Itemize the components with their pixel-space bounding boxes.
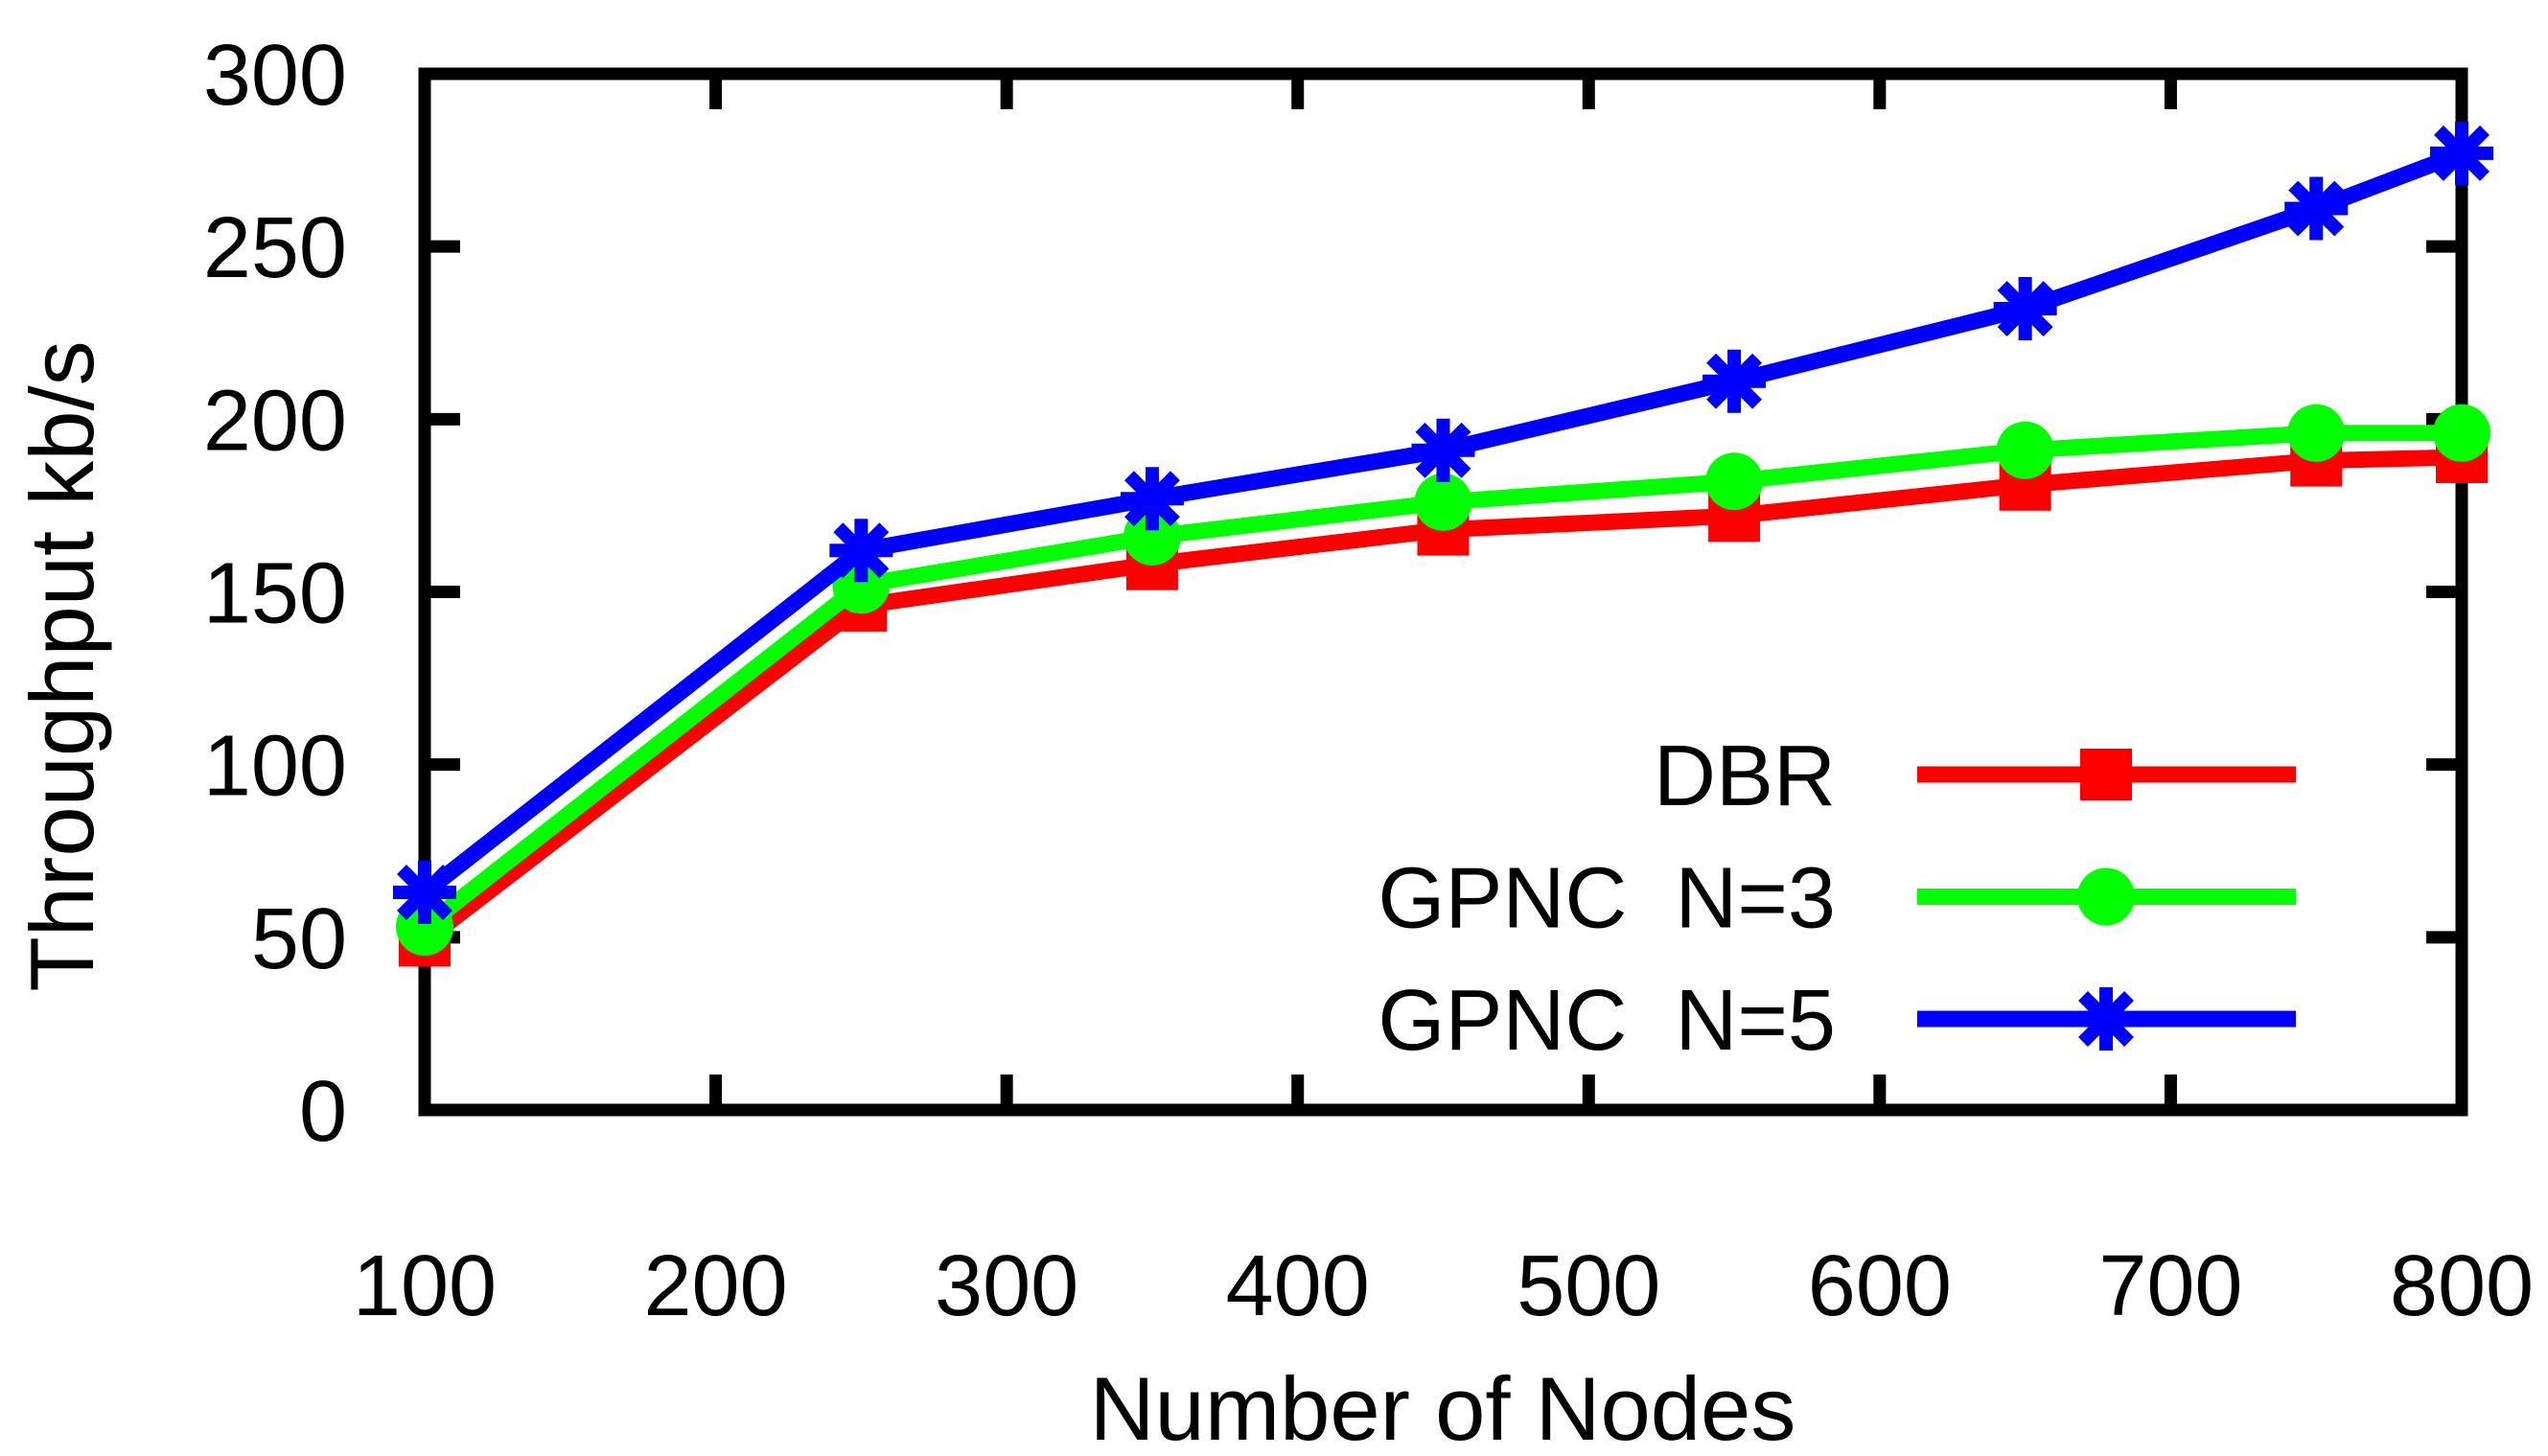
y-tick-label: 250 <box>203 200 347 296</box>
axis-ticks <box>418 67 2468 1117</box>
y-tick-label: 200 <box>203 373 347 469</box>
series-plot <box>393 121 2493 967</box>
legend-item: DBR <box>1654 728 2296 824</box>
legend-label: GPNC N=3 <box>1378 851 1836 947</box>
tick-labels: 100 200 300 400 500 600 700 800 0 50 100 150 200 250 3… <box>203 28 2534 1334</box>
x-tick-label: 500 <box>1517 1238 1660 1334</box>
marker-circle <box>2077 867 2135 926</box>
marker-circle <box>1705 452 1764 511</box>
x-tick-label: 400 <box>1226 1238 1370 1334</box>
marker-circle <box>1996 421 2054 479</box>
y-tick-label: 150 <box>203 546 347 642</box>
x-tick-label: 700 <box>2098 1238 2242 1334</box>
x-axis-label: Number of Nodes <box>1090 1358 1796 1456</box>
x-tick-label: 600 <box>1808 1238 1952 1334</box>
legend-item: GPNC N=5 <box>1378 973 2296 1069</box>
x-tick-label: 800 <box>2390 1238 2534 1334</box>
legend-label: GPNC N=5 <box>1378 973 1836 1069</box>
legend-item: GPNC N=3 <box>1378 851 2296 947</box>
series-line <box>419 425 2462 934</box>
y-axis-label: Throughput kb/s <box>12 340 112 991</box>
x-tick-label: 200 <box>643 1238 787 1334</box>
series-line <box>419 449 2463 948</box>
legend: DBR GPNC N=3 GPNC N=5 <box>1378 728 2296 1069</box>
x-tick-label: 300 <box>935 1238 1078 1334</box>
x-tick-label: 100 <box>353 1238 497 1334</box>
y-tick-label: 100 <box>203 719 347 815</box>
y-tick-label: 50 <box>251 891 347 987</box>
marker-square <box>2080 749 2132 800</box>
plot-border <box>418 67 2468 1117</box>
legend-label: DBR <box>1654 728 1836 824</box>
series-gpnc-n-5 <box>393 121 2493 924</box>
marker-circle <box>2287 404 2346 462</box>
marker-circle <box>1414 473 1472 531</box>
series-line <box>419 145 2466 899</box>
marker-circle <box>2433 404 2490 462</box>
y-tick-label: 0 <box>299 1064 347 1160</box>
y-tick-label: 300 <box>203 28 347 124</box>
